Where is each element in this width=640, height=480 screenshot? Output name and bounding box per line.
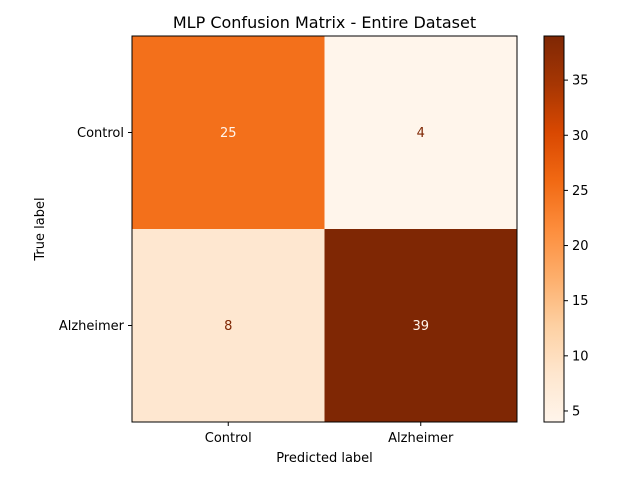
colorbar-ticks: 5 10 15 20 25 30 35 bbox=[564, 74, 589, 419]
x-axis-label: Predicted label bbox=[276, 451, 373, 466]
colorbar-tick-label: 20 bbox=[572, 239, 589, 254]
cell-value-label: 8 bbox=[224, 319, 232, 334]
y-axis-ticks: Control Alzheimer bbox=[59, 126, 132, 334]
cell-value-label: 39 bbox=[412, 319, 429, 334]
cell-value-label: 25 bbox=[220, 126, 237, 141]
matrix-cells: 25 4 8 39 bbox=[132, 36, 517, 422]
matrix-cell bbox=[132, 36, 325, 229]
x-tick-label: Alzheimer bbox=[388, 431, 454, 446]
y-axis-label: True label bbox=[33, 197, 48, 261]
colorbar-tick-label: 10 bbox=[572, 349, 589, 364]
x-axis-ticks: Control Alzheimer bbox=[205, 422, 454, 446]
chart-title: MLP Confusion Matrix - Entire Dataset bbox=[173, 13, 476, 32]
matrix-frame bbox=[131, 35, 518, 423]
colorbar-tick-label: 25 bbox=[572, 184, 589, 199]
colorbar-tick-label: 15 bbox=[572, 294, 589, 309]
y-tick-label: Control bbox=[77, 126, 124, 141]
y-tick-label: Alzheimer bbox=[59, 319, 125, 334]
colorbar-gradient bbox=[543, 35, 565, 423]
colorbar-tick-label: 30 bbox=[572, 129, 589, 144]
colorbar: 5 10 15 20 25 30 35 bbox=[543, 35, 589, 423]
colorbar-tick-label: 5 bbox=[572, 404, 580, 419]
matrix-cell bbox=[324, 36, 517, 229]
matrix-cell bbox=[132, 229, 325, 422]
cell-value-label: 4 bbox=[417, 126, 425, 141]
matrix-cell bbox=[324, 229, 517, 422]
x-tick-label: Control bbox=[205, 431, 252, 446]
colorbar-tick-label: 35 bbox=[572, 74, 589, 89]
